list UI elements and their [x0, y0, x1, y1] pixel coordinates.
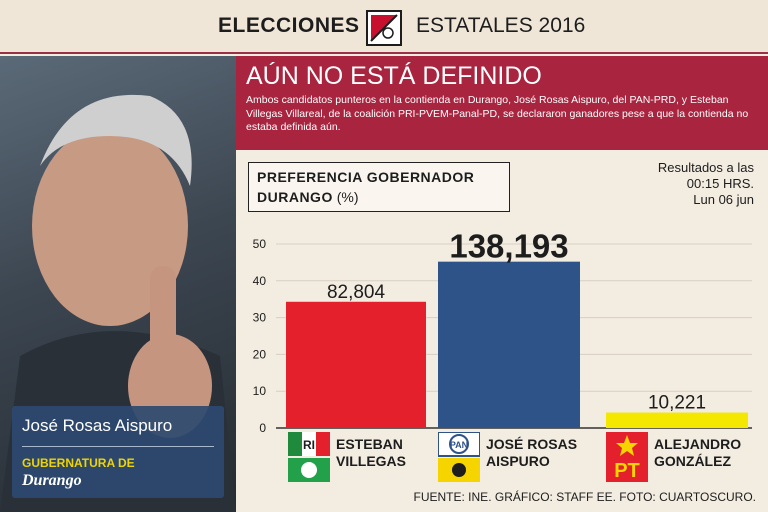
bar-data-label-1: 82,804 — [327, 282, 386, 303]
bar-chart: 0 10 20 30 40 50 82,804 138,193 10,221 — [253, 228, 752, 434]
candidate-2-line1: JOSÉ ROSAS — [486, 436, 578, 452]
party-emblem-icon — [366, 10, 402, 46]
y-tick-label: 0 — [259, 421, 266, 434]
results-line2: 00:15 HRS. — [686, 176, 754, 191]
headline-panel: AÚN NO ESTÁ DEFINIDO Ambos candidatos pu… — [236, 56, 768, 150]
header-bar: ELECCIONES ESTATALES 2016 — [0, 0, 768, 54]
pri-coalition-logo-icon: RI — [288, 432, 330, 482]
y-tick-label: 20 — [253, 347, 267, 361]
header-left-title: ELECCIONES — [218, 14, 360, 37]
photo-caption-box: José Rosas Aispuro GUBERNATURA DE Durang… — [12, 406, 224, 498]
results-line1: Resultados a las — [657, 160, 754, 175]
chart-title-box: PREFERENCIA GOBERNADOR DURANGO (%) — [248, 162, 510, 212]
chart-title-line2: DURANGO (%) — [257, 189, 359, 205]
candidate-3-line1: ALEJANDRO — [654, 436, 742, 452]
headline-title: AÚN NO ESTÁ DEFINIDO — [246, 62, 542, 90]
bar-data-label-3: 10,221 — [648, 393, 706, 414]
y-tick-label: 10 — [253, 384, 267, 398]
y-tick-label: 30 — [253, 311, 267, 325]
bar-data-label-2: 138,193 — [449, 228, 568, 265]
candidate-1-line1: ESTEBAN — [336, 436, 403, 452]
y-tick-label: 50 — [253, 237, 267, 251]
candidate-2-line2: AISPURO — [486, 453, 550, 469]
caption-divider — [22, 446, 214, 447]
svg-text:RI: RI — [303, 438, 315, 452]
candidate-name: José Rosas Aispuro — [22, 416, 173, 435]
candidate-1-line2: VILLEGAS — [336, 453, 407, 469]
results-timestamp: Resultados a las 00:15 HRS. Lun 06 jun — [560, 160, 754, 208]
header-right-title: ESTATALES 2016 — [416, 14, 586, 37]
pan-prd-logo-icon: PAN — [438, 432, 480, 482]
caption-place: Durango — [22, 472, 82, 489]
pt-logo-icon: PT — [606, 432, 648, 482]
footer-credits: FUENTE: INE. GRÁFICO: STAFF EE. FOTO: CU… — [413, 490, 756, 504]
headline-description: Ambos candidatos punteros en la contiend… — [246, 94, 749, 133]
bar-1 — [286, 301, 426, 428]
candidate-3-line2: GONZÁLEZ — [654, 453, 731, 469]
bar-3 — [606, 412, 748, 428]
y-tick-label: 40 — [253, 274, 267, 288]
results-line3: Lun 06 jun — [693, 192, 754, 207]
svg-text:PAN: PAN — [450, 440, 468, 450]
chart-title-line1: PREFERENCIA GOBERNADOR — [257, 169, 475, 185]
caption-role: GUBERNATURA DE — [22, 456, 135, 470]
bar-2 — [438, 261, 580, 428]
svg-text:PT: PT — [614, 460, 640, 482]
